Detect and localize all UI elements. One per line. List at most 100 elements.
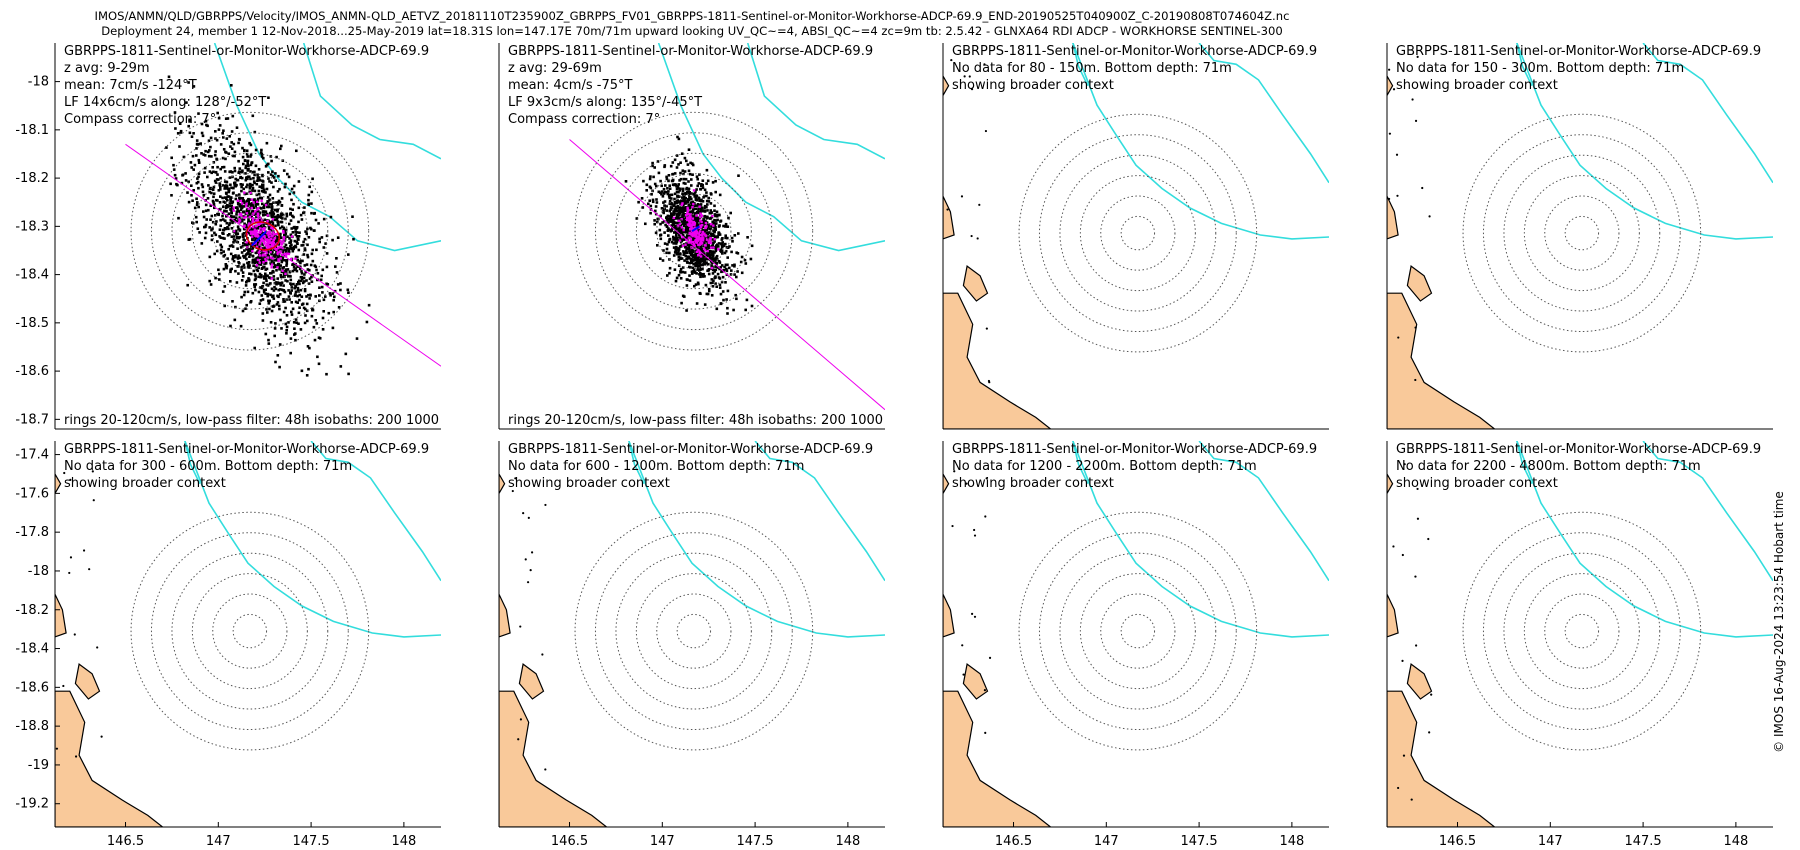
scatter-point: [261, 298, 265, 301]
scatter-point: [719, 248, 723, 252]
scatter-point: [713, 276, 716, 280]
scatter-point: [190, 184, 193, 187]
speed-ring: [130, 511, 370, 751]
scatter-point: [287, 175, 291, 179]
scatter-point: [717, 245, 720, 248]
scatter-point: [242, 263, 246, 267]
scatter-point: [221, 236, 225, 240]
scatter-point: [331, 326, 335, 330]
scatter-point: [176, 132, 180, 135]
scatter-point: [253, 173, 256, 177]
scatter-point: [709, 192, 713, 195]
scatter-point: [313, 229, 316, 232]
lowpass-point: [260, 218, 264, 222]
scatter-point: [719, 292, 723, 296]
scatter-point: [310, 280, 314, 283]
scatter-point: [272, 176, 276, 179]
scatter-point: [318, 286, 321, 289]
scatter-point: [698, 199, 701, 202]
scatter-point: [693, 256, 696, 259]
speed-ring: [1523, 573, 1640, 690]
scatter-point: [264, 288, 267, 291]
scatter-point: [242, 242, 245, 245]
scatter-point: [219, 176, 222, 180]
scatter-point: [305, 374, 309, 377]
scatter-point: [665, 209, 668, 212]
scatter-point: [285, 262, 289, 265]
scatter-point: [668, 187, 672, 190]
scatter-point: [250, 227, 254, 230]
scatter-point: [264, 277, 268, 280]
scatter-point: [210, 171, 213, 175]
scatter-point: [271, 215, 275, 218]
scatter-point: [272, 294, 275, 298]
scatter-point: [272, 289, 276, 292]
scatter-point: [687, 234, 691, 238]
scatter-point: [262, 156, 265, 160]
scatter-point: [711, 243, 714, 247]
lowpass-point: [266, 220, 269, 223]
scatter-point: [293, 268, 296, 271]
scatter-point: [699, 259, 702, 263]
reef-islet: [519, 625, 522, 628]
scatter-point: [719, 302, 723, 306]
scatter-point: [303, 206, 306, 209]
scatter-point: [297, 311, 301, 315]
scatter-point: [273, 327, 277, 330]
scatter-point: [232, 215, 236, 218]
scatter-point: [676, 238, 680, 242]
scatter-point: [249, 249, 252, 253]
scatter-point: [726, 289, 730, 293]
reef-islet: [1395, 153, 1399, 156]
lowpass-point: [290, 235, 294, 238]
scatter-point: [329, 215, 333, 219]
scatter-point: [336, 283, 340, 286]
scatter-point: [269, 229, 273, 232]
scatter-point: [262, 281, 265, 285]
scatter-point: [288, 241, 291, 244]
scatter-point: [256, 260, 260, 263]
scatter-point: [283, 245, 286, 249]
scatter-point: [249, 155, 252, 158]
scatter-point: [275, 303, 279, 306]
scatter-point: [260, 286, 264, 290]
scatter-point: [666, 229, 670, 232]
reef-islet: [62, 684, 65, 688]
scatter-point: [229, 208, 232, 211]
scatter-point: [263, 262, 266, 265]
scatter-point: [242, 218, 246, 221]
lowpass-point: [250, 206, 253, 210]
scatter-point: [665, 225, 669, 228]
scatter-point: [280, 288, 284, 292]
lowpass-point: [258, 243, 261, 246]
scatter-point: [303, 288, 307, 291]
scatter-point: [227, 248, 230, 251]
scatter-point: [251, 255, 255, 258]
scatter-point: [293, 327, 296, 330]
scatter-point: [221, 132, 224, 135]
scatter-point: [701, 225, 705, 229]
scatter-point: [740, 255, 744, 259]
scatter-point: [188, 118, 191, 122]
lowpass-point: [269, 251, 272, 254]
scatter-point: [714, 219, 718, 222]
scatter-point: [726, 306, 729, 310]
scatter-point: [291, 231, 295, 234]
scatter-point: [706, 203, 709, 206]
lowpass-point: [268, 240, 271, 243]
scatter-point: [322, 217, 326, 221]
scatter-point: [269, 155, 273, 158]
scatter-point: [221, 290, 225, 293]
y-tick-label: -18.3: [15, 219, 49, 234]
scatter-point: [717, 225, 721, 228]
scatter-point: [281, 213, 285, 217]
scatter-point: [260, 186, 264, 190]
scatter-point: [261, 319, 265, 322]
scatter-point: [675, 231, 678, 234]
speed-ring: [1100, 593, 1176, 669]
scatter-point: [706, 209, 709, 212]
scatter-point: [697, 182, 701, 185]
scatter-point: [230, 201, 233, 204]
scatter-point: [212, 185, 216, 189]
reef-islet: [1428, 215, 1431, 218]
